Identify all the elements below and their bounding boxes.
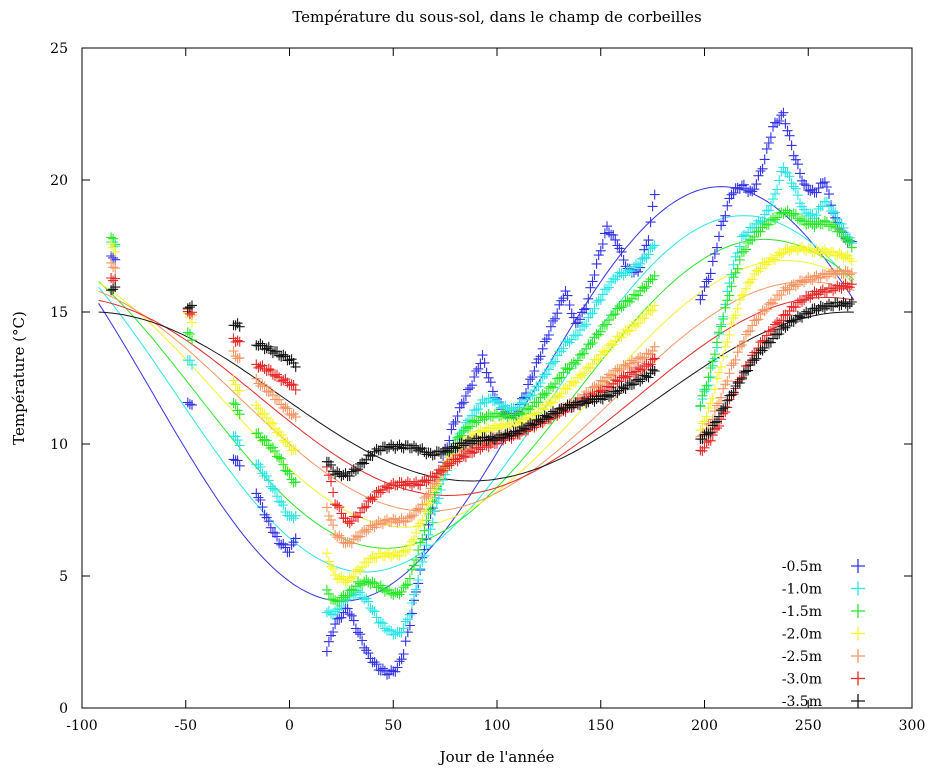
series-points xyxy=(106,107,857,680)
data-point-markers xyxy=(106,239,857,588)
data-point-markers xyxy=(106,273,857,529)
x-tick-label: 100 xyxy=(484,718,511,734)
y-tick-label: 0 xyxy=(59,701,68,717)
x-tick-label: -50 xyxy=(174,718,197,734)
x-tick-label: 300 xyxy=(899,718,926,734)
fit-curve xyxy=(98,311,854,482)
data-point-markers xyxy=(106,257,857,549)
x-tick-label: 50 xyxy=(384,718,402,734)
y-tick-label: 10 xyxy=(50,437,68,453)
legend-marker xyxy=(851,626,865,641)
data-point-markers xyxy=(106,107,857,680)
y-tick-label: 20 xyxy=(50,173,68,189)
legend-label: -1.0m xyxy=(782,582,822,598)
series-points xyxy=(106,162,857,640)
series-points xyxy=(106,205,857,607)
fit-curve xyxy=(98,281,855,512)
series-points xyxy=(106,282,857,482)
legend-label: -2.5m xyxy=(782,649,822,665)
legend-marker xyxy=(851,581,865,596)
fit-curve xyxy=(98,186,855,602)
legend-marker xyxy=(851,649,865,663)
data-point-markers xyxy=(106,162,857,640)
chart-title: Température du sous-sol, dans le champ d… xyxy=(292,8,701,26)
legend-label: -3.0m xyxy=(782,672,822,688)
y-tick-label: 5 xyxy=(59,569,68,585)
axis-ticks: -100 -50 0 50 100 150 200 250 300 0 5 10 15 20 25 xyxy=(50,41,925,734)
legend-label: -2.0m xyxy=(782,627,822,643)
fit-curve xyxy=(98,260,855,528)
legend-label: -0.5m xyxy=(782,559,822,575)
x-tick-label: 0 xyxy=(285,718,294,734)
legend-label: -3.5m xyxy=(782,694,822,710)
x-tick-label: 250 xyxy=(795,718,822,734)
series-points xyxy=(106,239,857,588)
legend: -0.5m -1.0m -1.5m -2.0m -2.5m -3.0m -3.5m xyxy=(782,559,865,710)
x-axis-label: Jour de l'année xyxy=(438,748,555,766)
series-points xyxy=(106,257,857,549)
fit-curves xyxy=(98,186,855,602)
y-axis-label: Température (°C) xyxy=(10,311,28,445)
legend-marker xyxy=(851,604,865,618)
x-tick-label: 200 xyxy=(691,718,718,734)
x-tick-label: -100 xyxy=(66,718,97,734)
fit-curve xyxy=(98,238,855,549)
legend-marker xyxy=(851,559,865,573)
legend-marker xyxy=(851,694,865,708)
data-point-markers xyxy=(106,282,857,482)
legend-label: -1.5m xyxy=(782,604,822,620)
data-points xyxy=(106,107,857,680)
y-tick-label: 15 xyxy=(50,305,68,321)
x-tick-label: 150 xyxy=(587,718,614,734)
fit-curve xyxy=(98,297,854,497)
legend-marker xyxy=(851,671,865,686)
series-points xyxy=(106,273,857,529)
y-tick-label: 25 xyxy=(50,41,68,57)
data-point-markers xyxy=(106,205,857,607)
